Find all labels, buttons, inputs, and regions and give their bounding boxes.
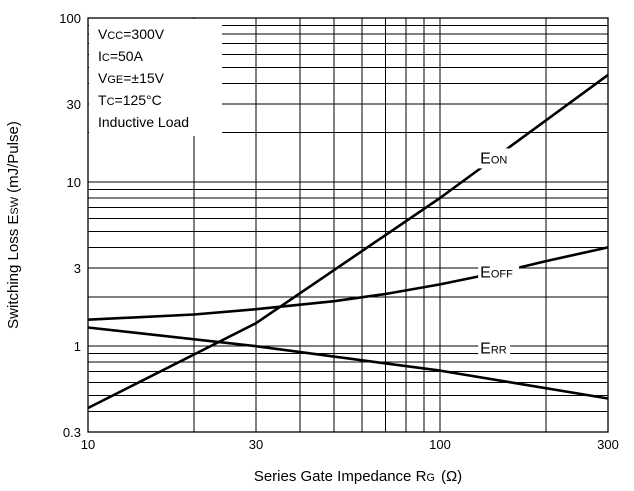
plot-frame [87,17,609,433]
y-axis-title-main: Switching Loss E [5,215,22,329]
y-tick-label: 30 [67,97,81,112]
y-tick-label: 100 [59,11,81,26]
y-tick-label: 0.3 [63,425,81,440]
condition-line: Inductive Load [98,114,189,130]
y-tick-label: 10 [67,175,81,190]
curve-label-background [478,262,520,283]
condition-line: IC=50A [98,48,144,64]
x-tick-label: 100 [429,437,451,452]
series-line-e-off [87,246,609,321]
x-tick-label: 30 [249,437,263,452]
y-tick-label: 1 [74,339,81,354]
conditions-box: VCC=300V IC=50A VGE=±15V TC=125°C Inductive … [89,19,222,136]
y-axis-title-sub: SW [9,196,21,214]
y-axis-title: Switching Loss ESW (mJ/Pulse) [5,121,22,329]
x-axis-title-sub: G [426,472,435,484]
x-axis-title: Series Gate Impedance RG (Ω) [254,468,462,485]
condition-line: TC=125°C [98,92,162,108]
curve-label-e-rr: ERR [480,341,507,358]
y-tick-label: 3 [74,261,81,276]
x-axis-title-main: Series Gate Impedance R [254,468,427,485]
curves [87,73,609,410]
curve-labels: EON EOFF ERR [478,148,520,359]
x-tick-label: 300 [597,437,619,452]
x-axis-title-unit: (Ω) [441,468,462,485]
tick-labels: 10 30 100 300 0.3 1 3 10 30 100 [59,11,619,452]
y-axis-title-unit: (mJ/Pulse) [5,121,22,193]
curve-label-background [478,338,511,359]
series-line-e-on [87,73,609,410]
curve-label-e-on: EON [480,150,507,167]
grid [88,18,608,432]
curve-label-background [478,148,511,169]
condition-line: VGE=±15V [98,70,165,86]
x-tick-label: 10 [81,437,95,452]
series-line-e-rr [87,326,609,400]
condition-line: VCC=300V [98,26,165,42]
curve-label-e-off: EOFF [480,265,513,282]
conditions-background [89,19,222,136]
